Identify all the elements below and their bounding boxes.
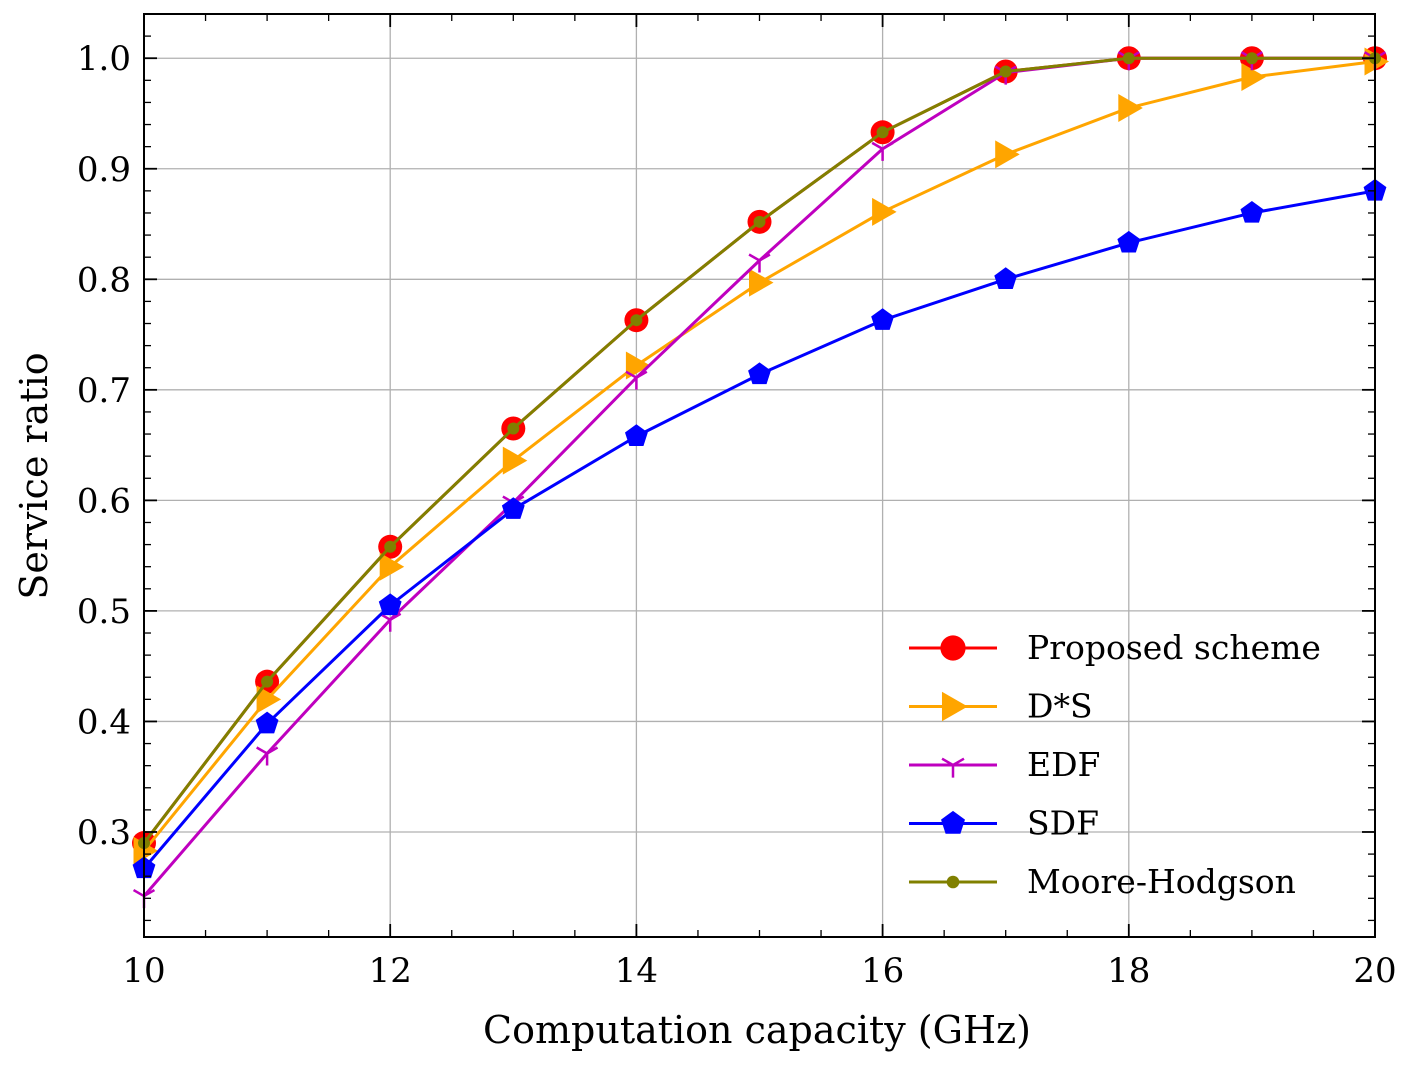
data-point: [1241, 63, 1266, 92]
data-point: [507, 422, 520, 435]
data-point: [940, 635, 966, 661]
series-line: [142, 56, 1375, 844]
data-point: [946, 875, 960, 889]
legend: Proposed scheme D*S EDF SDF Moore-Hodgson: [909, 628, 1321, 901]
data-point: [749, 268, 774, 297]
data-point: [941, 691, 968, 722]
series-line: [142, 56, 1375, 844]
data-point: [995, 140, 1020, 169]
y-tick-label: 0.4: [77, 702, 131, 742]
legend-label: Proposed scheme: [1027, 628, 1321, 667]
data-point: [872, 197, 897, 226]
grid: [144, 14, 1375, 937]
data-point: [624, 424, 648, 446]
plot-frame: [143, 13, 1376, 938]
data-point: [753, 215, 766, 228]
x-tick-label: 20: [1353, 951, 1396, 991]
x-tick-label: 16: [861, 951, 904, 991]
x-tick-label: 10: [122, 951, 165, 991]
data-point: [625, 370, 648, 390]
data-point: [994, 267, 1018, 289]
data-point: [261, 675, 274, 688]
legend-item: EDF: [909, 745, 1100, 784]
series-line: [142, 60, 1376, 852]
data-point: [876, 126, 889, 139]
data-point: [378, 593, 402, 616]
legend-item: D*S: [909, 687, 1093, 726]
series-proposed-scheme: [132, 46, 1387, 856]
y-tick-label: 0.7: [77, 371, 131, 411]
data-point: [748, 253, 771, 273]
y-tick-label: 0.3: [77, 813, 131, 853]
y-tick-label: 0.5: [77, 592, 131, 632]
data-point: [384, 540, 397, 553]
legend-label: SDF: [1027, 804, 1099, 843]
data-point: [941, 810, 965, 834]
data-point: [1117, 230, 1141, 253]
y-tick-label: 0.8: [77, 260, 131, 300]
data-point: [871, 141, 894, 161]
axes-frame: [143, 13, 1376, 938]
data-point: [1240, 200, 1264, 223]
data-point: [379, 552, 405, 581]
legend-label: Moore-Hodgson: [1027, 862, 1296, 901]
series-layer: [132, 46, 1389, 909]
data-point: [501, 497, 525, 519]
series-line: [142, 56, 1375, 898]
y-tick-label: 0.6: [77, 481, 131, 521]
data-point: [871, 308, 895, 330]
data-point: [256, 746, 279, 766]
data-point: [630, 314, 643, 327]
legend-item: SDF: [909, 804, 1099, 843]
data-point: [1118, 93, 1143, 122]
series-moore-hodgson: [138, 52, 1381, 850]
data-point: [941, 757, 965, 778]
series-line: [142, 189, 1376, 870]
data-point: [748, 362, 771, 385]
y-tick-label: 0.9: [77, 150, 131, 190]
series-edf: [132, 51, 1387, 909]
series-sdf: [132, 178, 1387, 879]
y-tick-label: 1.0: [77, 39, 131, 79]
data-point: [1245, 52, 1258, 65]
legend-label: EDF: [1027, 745, 1100, 784]
legend-item: Proposed scheme: [909, 628, 1321, 667]
x-tick-label: 12: [369, 951, 412, 991]
x-axis-label: Computation capacity (GHz): [483, 1008, 1031, 1052]
data-point: [625, 351, 651, 380]
data-point: [502, 446, 528, 475]
legend-label: D*S: [1027, 687, 1093, 726]
data-point: [999, 65, 1012, 78]
legend-item: Moore-Hodgson: [909, 862, 1296, 901]
series-d-s: [133, 47, 1389, 865]
data-point: [256, 685, 282, 714]
data-point: [255, 711, 279, 734]
x-tick-label: 18: [1107, 951, 1150, 991]
y-axis-label: Service ratio: [12, 352, 56, 599]
data-point: [1122, 52, 1135, 65]
ticks: 10 12 14 16 18 20 0.3 0.4 0.5 0.6 0.7 0.8 0.9 1.0: [77, 13, 1397, 991]
x-tick-label: 14: [615, 951, 658, 991]
